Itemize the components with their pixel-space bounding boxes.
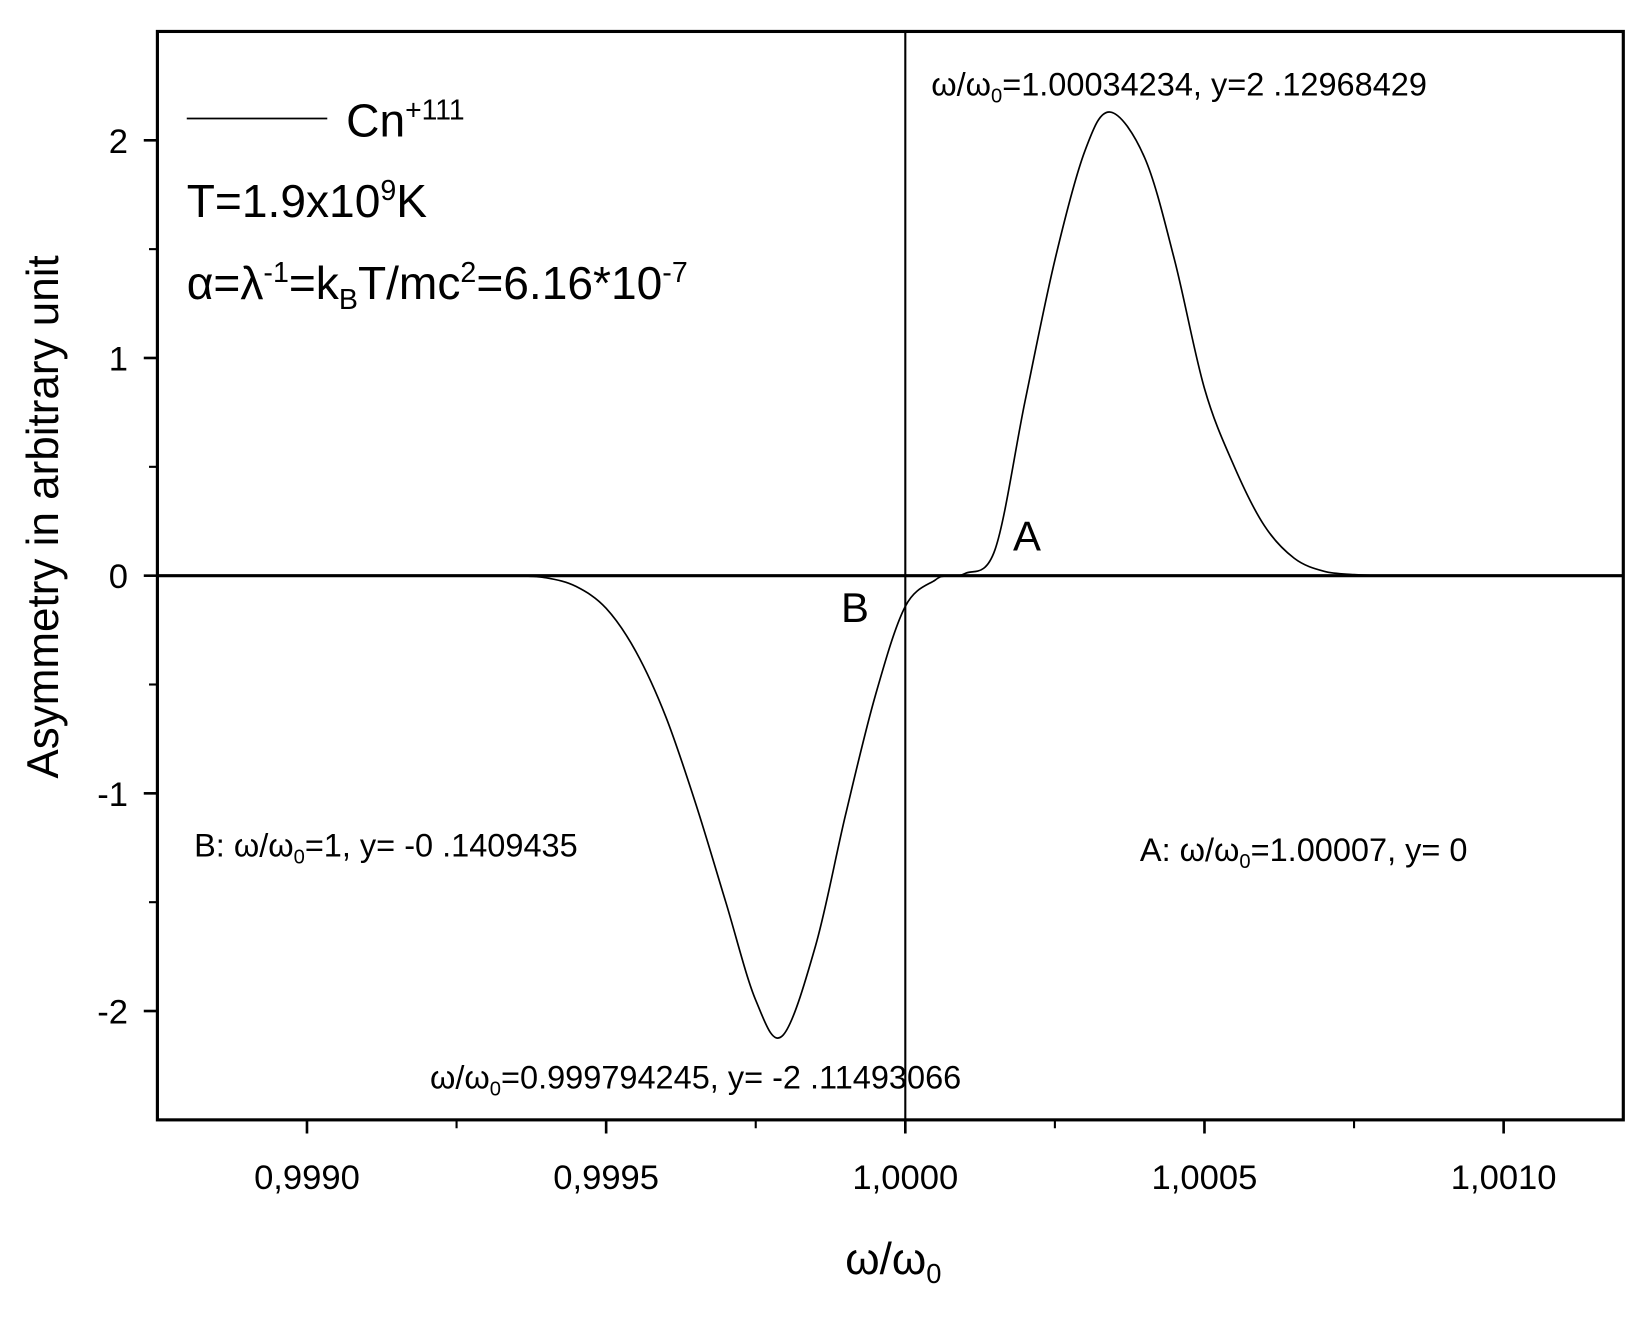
annotation-part: =0.999794245, y= -2 .11493066 [501, 1059, 961, 1095]
annotation-part: =1.00034234, y=2 .12968429 [1002, 66, 1427, 102]
annotation-part: B: ω/ω [194, 828, 294, 864]
annotation-part: A [1013, 512, 1041, 559]
y-tick-label: -2 [97, 994, 128, 1032]
annotation-part: 2 [460, 256, 476, 288]
x-tick-label: 1,0005 [1152, 1159, 1258, 1197]
annotation-part: B [339, 284, 358, 316]
x-axis-label: ω/ω0 [845, 1235, 941, 1289]
annotation-part: -1 [263, 256, 288, 288]
annotation-part: 0 [490, 1078, 501, 1100]
y-tick-label: -1 [97, 776, 128, 814]
annotation: A [1013, 512, 1041, 559]
annotation: T=1.9x109K [187, 175, 428, 227]
x-axis-label-part: 0 [926, 1258, 941, 1289]
annotation-part: T/mc [358, 257, 460, 309]
x-tick-label: 0,9990 [254, 1159, 360, 1197]
x-tick-label: 1,0010 [1451, 1159, 1557, 1197]
y-tick-label: 2 [109, 123, 128, 161]
annotation-part: 0 [991, 85, 1002, 107]
annotation: B [841, 584, 869, 631]
annotation: α=λ-1=kBT/mc2=6.16*10-7 [187, 256, 688, 316]
annotation-part: T=1.9x10 [187, 175, 381, 227]
annotation-part: 0 [294, 847, 305, 869]
annotation-part: -7 [662, 256, 687, 288]
annotation-part: =1, y= -0 .1409435 [305, 828, 578, 864]
annotation-part: K [396, 175, 427, 227]
annotation-part: ω/ω [931, 66, 991, 102]
annotation-part: 0 [1239, 851, 1250, 873]
x-tick-label: 0,9995 [553, 1159, 659, 1197]
annotation-part: ω/ω [430, 1059, 490, 1095]
annotation-part: =k [289, 257, 340, 309]
legend-label: Cn+111 [346, 94, 465, 147]
annotation-part: α=λ [187, 257, 264, 309]
annotation-part: =1.00007, y= 0 [1251, 832, 1468, 868]
y-tick-label: 1 [109, 341, 128, 379]
annotation: A: ω/ω0=1.00007, y= 0 [1140, 832, 1468, 873]
data-line [516, 111, 1385, 1039]
annotation-part: =6.16*10 [476, 257, 662, 309]
legend-sup: +111 [405, 94, 465, 126]
y-axis-label: Asymmetry in arbitrary unit [19, 255, 68, 778]
annotation: B: ω/ω0=1, y= -0 .1409435 [194, 828, 578, 869]
annotation-part: B [841, 584, 869, 631]
y-tick-label: 0 [109, 558, 128, 596]
annotation: ω/ω0=0.999794245, y= -2 .11493066 [430, 1059, 961, 1100]
annotation-part: 9 [380, 175, 396, 207]
annotation-part: A: ω/ω [1140, 832, 1240, 868]
x-axis-label-part: ω/ω [845, 1235, 926, 1284]
x-tick-label: 1,0000 [852, 1159, 958, 1197]
legend-name: Cn [346, 94, 405, 146]
annotation: ω/ω0=1.00034234, y=2 .12968429 [931, 66, 1427, 107]
